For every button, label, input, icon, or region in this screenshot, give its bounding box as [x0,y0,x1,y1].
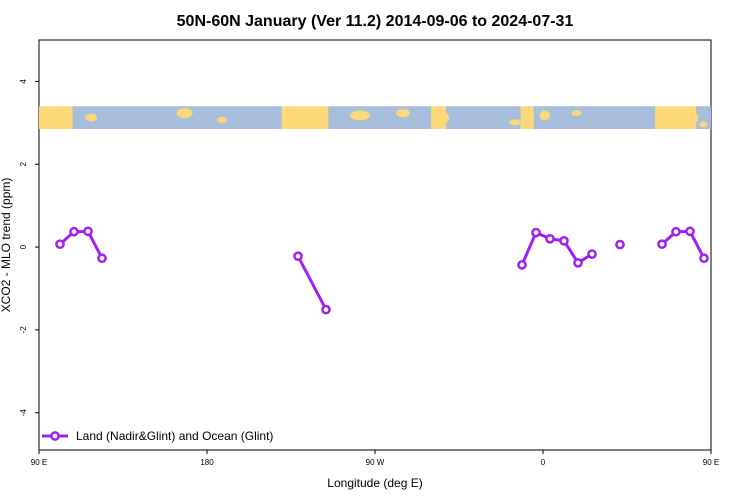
data-point [559,236,569,246]
data-point [55,239,65,250]
data-point [671,226,681,237]
y-tick-label: -4 [19,409,28,417]
y-tick-label: 0 [19,244,28,249]
map-band-ocean [696,106,711,130]
data-point [685,226,695,237]
y-axis: -4 -2 0 2 4 [19,79,39,417]
x-axis-label: Longitude (deg E) [327,476,422,490]
map-band-island [686,111,699,124]
x-tick-label: 180 [200,458,214,467]
map-band-ocean [445,106,521,130]
map-band-ocean [533,106,655,130]
x-tick-label: 0 [541,458,546,467]
legend: Land (Nadir&Glint) and Ocean (Glint) [42,429,273,443]
data-point [321,304,331,315]
data-point [587,249,597,259]
y-axis-label: XCO2 - MLO trend (ppm) [0,178,13,313]
map-band-island [396,109,410,118]
y-tick-label: -2 [19,326,28,334]
map-band-island [509,119,521,126]
map-band-ocean [109,106,282,130]
y-tick-label: 2 [19,161,28,166]
data-point [573,257,583,268]
series-line [296,255,328,311]
series-line [59,229,104,259]
data-point [657,239,667,250]
map-band-island [699,121,708,128]
data-point [69,226,79,237]
data-point [615,239,625,250]
data-point [545,233,555,244]
legend-label: Land (Nadir&Glint) and Ocean (Glint) [76,429,273,443]
data-point [517,260,527,270]
data-point [293,251,303,262]
plot-frame [38,39,712,451]
map-band-island [571,110,582,117]
x-tick-label: 90 E [703,458,719,467]
data-point [699,253,709,264]
map-band-island [350,110,371,121]
x-tick-label: 90 W [366,458,385,467]
map-band-island [85,113,98,122]
x-tick-label: 90 E [31,458,47,467]
chart-title: 50N-60N January (Ver 11.2) 2014-09-06 to… [177,13,574,30]
x-axis: 90 E 180 90 W 0 90 E [31,450,719,467]
series-layer [55,226,709,315]
map-band [39,106,711,130]
series-line [661,229,706,259]
map-band-island [539,110,550,121]
data-point [531,227,541,238]
map-band-island [431,111,450,124]
data-point [97,253,107,264]
map-band-island [176,108,193,119]
map-band-island [216,116,227,123]
data-point [83,226,93,237]
y-tick-label: 4 [19,79,28,84]
legend-marker [50,431,60,441]
map-band-ocean [328,106,431,130]
